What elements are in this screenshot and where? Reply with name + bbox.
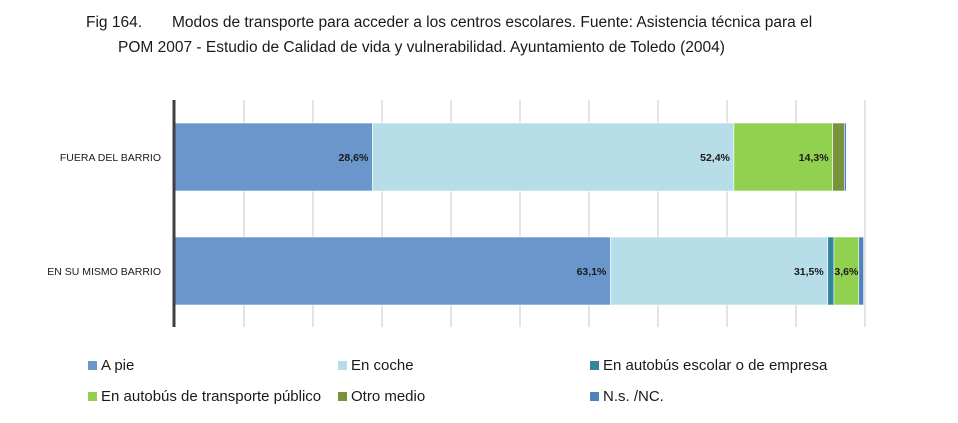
category-label: FUERA DEL BARRIO: [60, 152, 161, 164]
legend-swatch: [338, 361, 347, 370]
legend-item: A pie: [88, 357, 134, 374]
legend-label: N.s. /NC.: [603, 388, 664, 405]
data-label: 3,6%: [834, 266, 859, 278]
caption-line-1: Modos de transporte para acceder a los c…: [172, 14, 813, 31]
legend-label: En autobús de transporte público: [101, 388, 322, 405]
data-label: 14,3%: [799, 152, 829, 164]
legend-item: En autobús de transporte público: [88, 388, 321, 405]
legend-item: En autobús escolar o de empresa: [590, 357, 827, 374]
legend-item: En coche: [338, 357, 414, 374]
data-label: 28,6%: [339, 152, 369, 164]
bar-segment: [372, 122, 735, 192]
legend-label: A pie: [101, 357, 135, 374]
data-label: 31,5%: [794, 266, 824, 278]
bar-segment: [610, 236, 829, 306]
legend-item: Otro medio: [338, 388, 425, 405]
data-label: 52,4%: [700, 152, 730, 164]
legend-swatch: [590, 392, 599, 401]
legend-swatch: [338, 392, 347, 401]
legend-label: En coche: [351, 357, 414, 374]
category-label: EN SU MISMO BARRIO: [47, 266, 161, 278]
legend-swatch: [88, 361, 97, 370]
legend-item: N.s. /NC.: [590, 388, 664, 405]
bar-segment: [858, 236, 864, 306]
bar-segment: [827, 236, 835, 306]
legend-label: En autobús escolar o de empresa: [603, 357, 828, 374]
figure-number: Fig 164.: [86, 14, 143, 31]
bar-segment: [832, 122, 845, 192]
legend-label: Otro medio: [351, 388, 426, 405]
bar-segment: [843, 122, 847, 192]
legend-swatch: [590, 361, 599, 370]
bar-segment: [833, 236, 860, 306]
bar-segment: [174, 122, 373, 192]
caption-line-2: POM 2007 - Estudio de Calidad de vida y …: [118, 39, 725, 56]
figure-caption: Fig 164. Modos de transporte para acceder…: [86, 10, 946, 60]
data-label: 63,1%: [577, 266, 607, 278]
legend-swatch: [88, 392, 97, 401]
bar-segment: [174, 236, 611, 306]
